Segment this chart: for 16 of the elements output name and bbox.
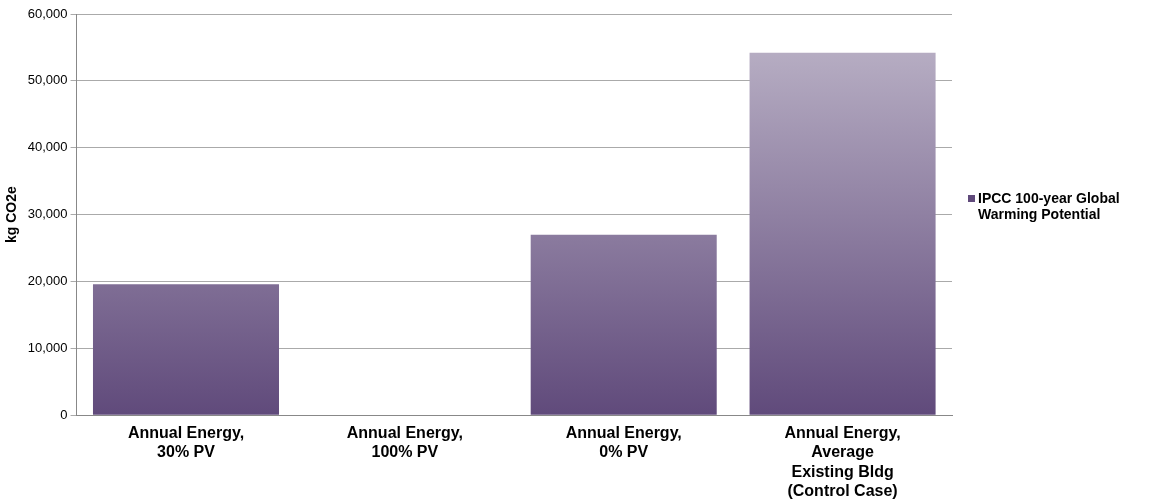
y-tick-label: 40,000 — [27, 139, 68, 155]
y-axis-title: kg CO2e — [3, 185, 20, 244]
bar — [530, 234, 717, 415]
y-tick-label: 30,000 — [27, 206, 68, 222]
y-tick-label: 20,000 — [27, 273, 68, 289]
x-tick-label: Annual Energy, 100% PV — [346, 424, 463, 461]
x-tick-label: Annual Energy, 30% PV — [127, 424, 245, 461]
x-tick-label: Annual Energy, 0% PV — [565, 424, 682, 461]
x-tick-label: Annual Energy, Average Existing Bldg (Control Case) — [784, 424, 901, 499]
y-tick-label: 0 — [60, 406, 68, 422]
y-tick-label: 50,000 — [27, 72, 68, 88]
legend-label: IPCC 100-year Global Warming Potential — [978, 190, 1121, 222]
y-tick-label: 10,000 — [27, 339, 68, 355]
y-tick-label: 60,000 — [27, 5, 68, 21]
bar — [92, 284, 280, 415]
bar — [749, 52, 936, 415]
